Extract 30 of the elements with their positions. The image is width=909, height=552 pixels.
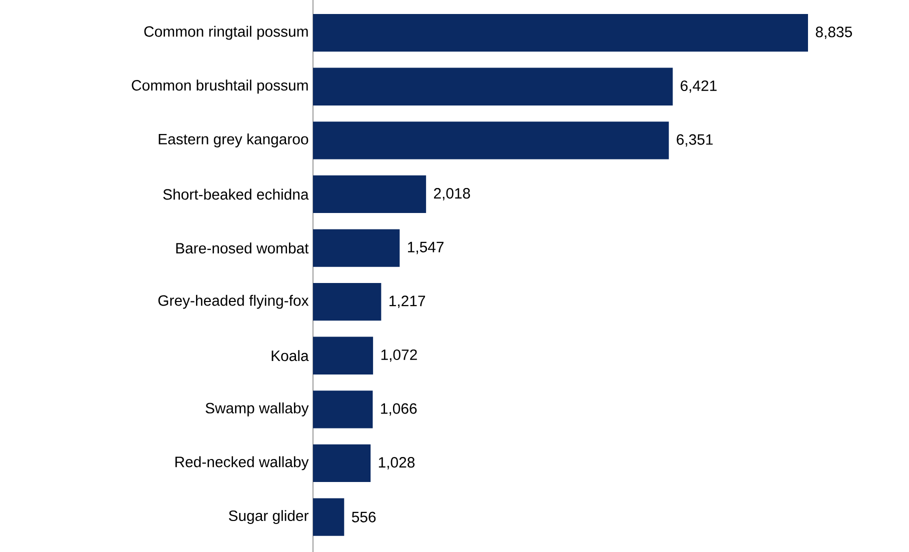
data-label: 8,835 <box>816 26 852 39</box>
data-label: 6,421 <box>680 80 717 93</box>
y-tick-label: Eastern grey kangaroo <box>158 133 308 148</box>
bar <box>312 122 669 160</box>
bar <box>312 14 808 52</box>
bar <box>312 229 400 267</box>
bar <box>312 498 344 536</box>
y-tick-label: Common brushtail possum <box>132 80 308 94</box>
data-label: 6,351 <box>676 134 713 147</box>
bar <box>312 390 373 428</box>
y-tick-label: Short-beaked echidna <box>163 188 309 200</box>
data-label: 1,217 <box>390 296 426 308</box>
data-label: 1,072 <box>381 349 417 362</box>
y-tick-label: Swamp wallaby <box>206 402 309 416</box>
bar <box>312 444 371 482</box>
y-tick-label: Bare-nosed wombat <box>176 242 309 254</box>
data-label: 1,028 <box>378 457 415 470</box>
bar <box>312 282 382 321</box>
bar <box>312 175 426 214</box>
data-label: 1,547 <box>408 242 444 254</box>
data-label: 2,018 <box>434 188 470 200</box>
y-tick-label: Red-necked wallaby <box>175 456 309 470</box>
data-label: 1,066 <box>381 403 417 416</box>
y-tick-label: Common ringtail possum <box>144 26 308 40</box>
bar <box>312 336 374 374</box>
data-label: 556 <box>352 512 376 522</box>
bar <box>312 68 673 106</box>
y-tick-label: Sugar glider <box>228 510 309 524</box>
y-tick-label: Koala <box>272 350 309 362</box>
y-tick-label: Grey-headed flying-fox <box>158 294 309 309</box>
